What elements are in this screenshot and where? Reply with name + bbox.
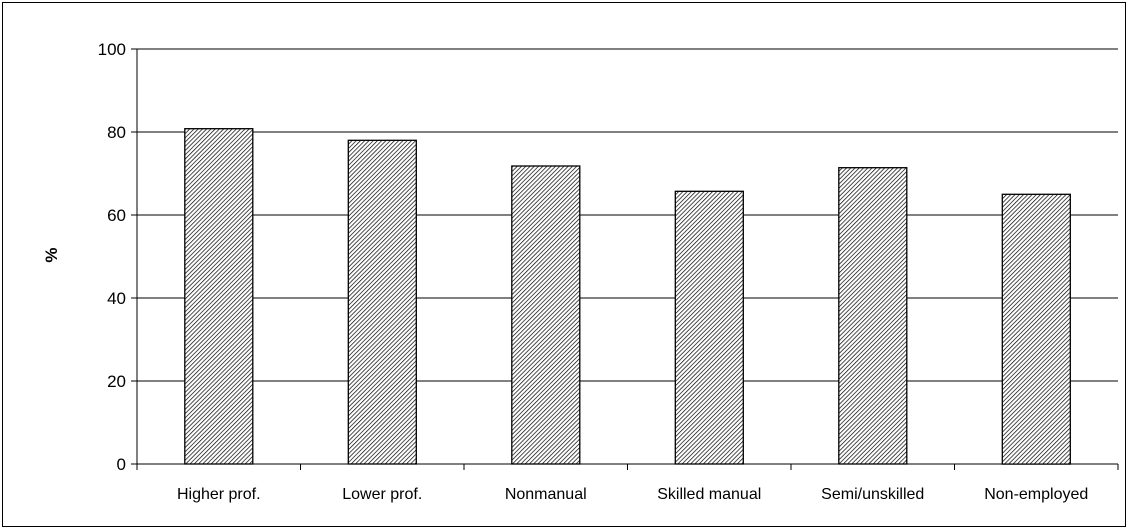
- bar: [511, 165, 581, 465]
- x-tick-label: Nonmanual: [505, 486, 587, 503]
- y-tick-label: 0: [117, 455, 126, 474]
- x-tick-label: Higher prof.: [177, 486, 261, 503]
- y-axis-title: %: [42, 247, 61, 262]
- x-tick-label: Non-employed: [984, 486, 1088, 503]
- y-tick-label: 60: [107, 206, 126, 225]
- bar: [1001, 193, 1071, 465]
- x-tick-labels: Higher prof. Lower prof. Nonmanual Skilled …: [177, 486, 1088, 503]
- bar: [347, 139, 417, 465]
- y-tick-labels: 0 20 40 60 80 100: [98, 40, 126, 474]
- y-tick-label: 80: [107, 123, 126, 142]
- x-tick-label: Semi/unskilled: [821, 486, 924, 503]
- x-tick-label: Lower prof.: [342, 486, 422, 503]
- bar: [184, 128, 254, 465]
- bar: [838, 167, 908, 465]
- x-tick-label: Skilled manual: [657, 486, 761, 503]
- axes: [131, 48, 1119, 470]
- gridlines: [137, 48, 1118, 382]
- bars: [184, 128, 1071, 465]
- y-tick-label: 100: [98, 40, 126, 59]
- y-tick-label: 40: [107, 289, 126, 308]
- y-tick-label: 20: [107, 372, 126, 391]
- bar: [674, 190, 744, 465]
